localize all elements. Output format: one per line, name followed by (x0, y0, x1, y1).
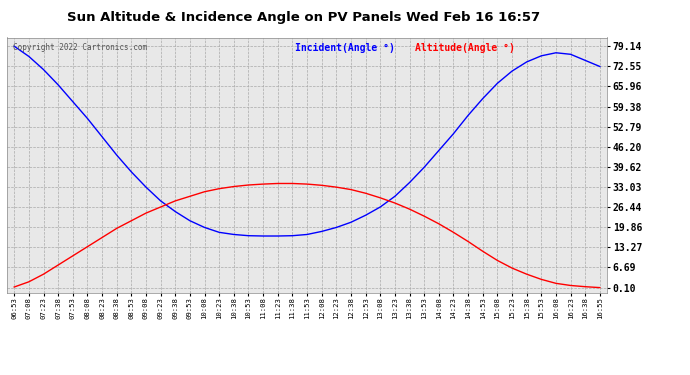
Text: Sun Altitude & Incidence Angle on PV Panels Wed Feb 16 16:57: Sun Altitude & Incidence Angle on PV Pan… (67, 11, 540, 24)
Text: Copyright 2022 Cartronics.com: Copyright 2022 Cartronics.com (13, 43, 147, 52)
Text: Altitude(Angle °): Altitude(Angle °) (415, 43, 515, 52)
Text: Incident(Angle °): Incident(Angle °) (295, 43, 395, 52)
